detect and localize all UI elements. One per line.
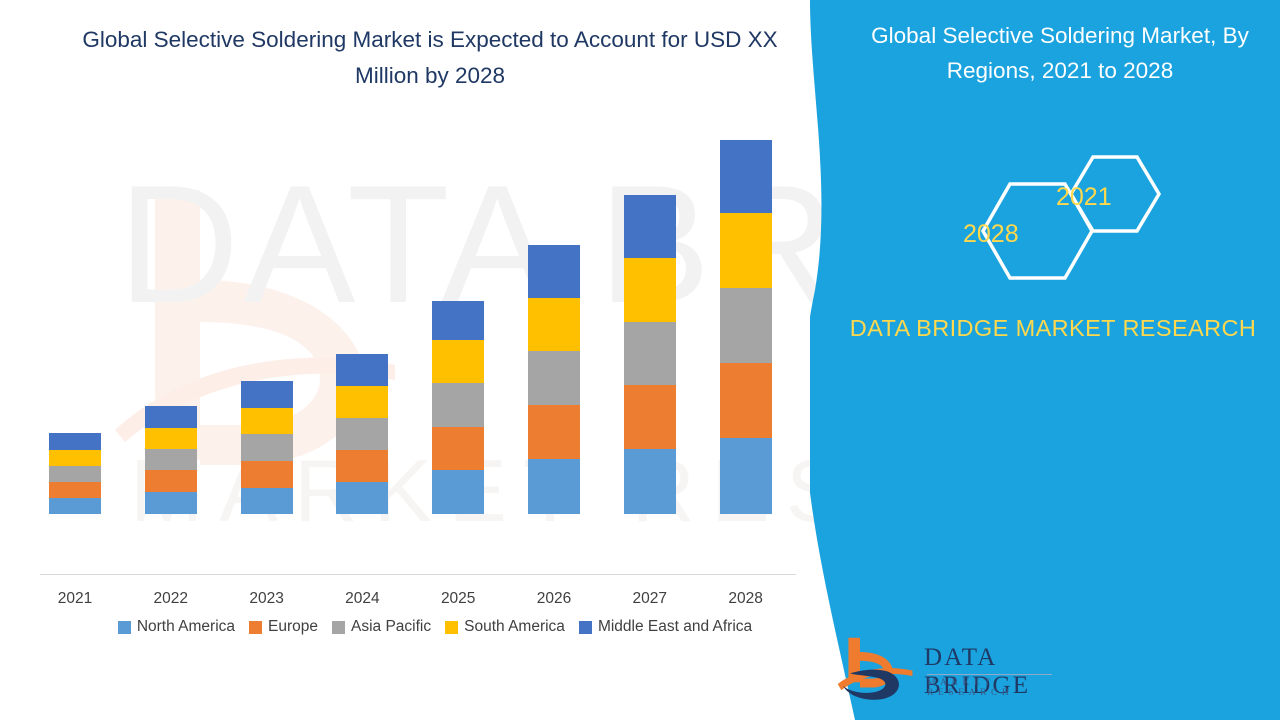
brand-name-text: DATA BRIDGE MARKET RESEARCH — [849, 315, 1257, 341]
bar-2027 — [623, 195, 676, 514]
bar-segment — [528, 405, 580, 459]
bar-segment — [623, 195, 676, 258]
logo-divider — [927, 674, 1052, 675]
bar-2028 — [719, 140, 772, 514]
legend-label: Europe — [268, 618, 318, 635]
logo-subtitle: MARKET RESEARCH — [927, 678, 1014, 698]
x-axis-label-2024: 2024 — [345, 590, 380, 607]
bar-segment — [528, 351, 580, 405]
bar-segment — [623, 449, 676, 514]
hexagon-label-2021: 2021 — [1056, 183, 1112, 211]
legend-label: North America — [136, 618, 236, 635]
x-axis-label-2022: 2022 — [153, 590, 189, 607]
page-title: Global Selective Soldering Market is Exp… — [82, 27, 778, 88]
bar-segment — [144, 428, 197, 449]
bar-segment — [432, 383, 485, 427]
bar-segment — [623, 258, 676, 322]
bar-segment — [623, 322, 676, 385]
stacked-bar-chart: 2021 2022 2023 2024 2025 2026 2027 2028 — [40, 140, 796, 607]
bar-segment — [49, 498, 101, 514]
bar-segment — [719, 213, 772, 288]
legend-item[interactable]: South America — [445, 618, 565, 636]
bar-segment — [432, 470, 485, 514]
legend-swatch-icon — [332, 620, 345, 634]
bar-segment — [49, 450, 101, 466]
bar-segment — [719, 363, 772, 438]
bar-2026 — [528, 245, 580, 514]
x-axis-label-2023: 2023 — [249, 590, 284, 607]
chart-legend: North America Europe Asia Pacific South Ame… — [40, 618, 830, 636]
bar-segment — [240, 408, 293, 434]
logo-mark-icon — [837, 637, 913, 700]
bar-segment — [144, 406, 197, 428]
legend-label: Middle East and Africa — [597, 618, 753, 635]
bar-segment — [336, 450, 389, 482]
x-axis-line — [40, 574, 796, 575]
bar-segment — [432, 427, 485, 470]
x-axis-label-2025: 2025 — [440, 590, 476, 607]
hexagon-label-2028: 2028 — [963, 220, 1019, 248]
bar-2023 — [240, 381, 293, 514]
bar-segment — [240, 488, 293, 514]
bar-segment — [719, 140, 772, 213]
bar-segment — [240, 381, 293, 408]
legend-item[interactable]: North America — [117, 618, 236, 636]
x-axis-label-2027: 2027 — [632, 590, 668, 607]
logo-title: DATA BRIDGE — [924, 644, 1031, 699]
legend-item[interactable]: Middle East and Africa — [578, 618, 753, 636]
bar-segment — [528, 245, 580, 298]
bar-segment — [49, 482, 101, 498]
legend-swatch-icon — [578, 620, 592, 634]
bar-segment — [528, 459, 580, 514]
bar-2024 — [336, 354, 389, 514]
legend-swatch-icon — [445, 620, 459, 634]
bar-segment — [432, 340, 485, 383]
bar-segment — [719, 438, 772, 514]
x-axis-label-2021: 2021 — [57, 590, 93, 607]
company-logo: DATA BRIDGE MARKET RESEARCH — [832, 628, 1062, 708]
bar-segment — [336, 482, 389, 514]
bar-segment — [336, 354, 389, 386]
x-axis-label-2026: 2026 — [536, 590, 572, 607]
legend-item[interactable]: Europe — [249, 618, 318, 636]
brand-panel: Global Selective Soldering Market, By Re… — [810, 0, 1280, 720]
bar-segment — [336, 418, 389, 450]
legend-item[interactable]: Asia Pacific — [332, 618, 431, 636]
legend-swatch-icon — [117, 620, 131, 634]
bar-segment — [144, 470, 197, 492]
bar-segment — [528, 298, 580, 351]
bar-segment — [240, 461, 293, 488]
bar-segment — [49, 433, 101, 450]
hexagon-group: 2028 2021 — [938, 146, 1258, 306]
legend-label: South America — [464, 618, 565, 635]
bar-segment — [144, 449, 197, 470]
bar-segment — [336, 386, 389, 418]
bar-2021 — [49, 433, 101, 514]
bar-segment — [432, 301, 485, 340]
legend-swatch-icon — [249, 620, 263, 634]
panel-background-shape — [810, 0, 1280, 720]
legend-label: Asia Pacific — [351, 618, 432, 635]
bar-segment — [719, 288, 772, 363]
bar-segment — [144, 492, 197, 514]
hexagon-outlines-icon — [980, 155, 1162, 280]
bar-segment — [240, 434, 293, 461]
bar-2022 — [144, 406, 197, 514]
bar-segment — [49, 466, 101, 482]
panel-title: Global Selective Soldering Market, By Re… — [871, 23, 1249, 83]
bar-segment — [623, 385, 676, 449]
x-axis-label-2028: 2028 — [728, 590, 763, 607]
bar-2025 — [432, 301, 485, 514]
